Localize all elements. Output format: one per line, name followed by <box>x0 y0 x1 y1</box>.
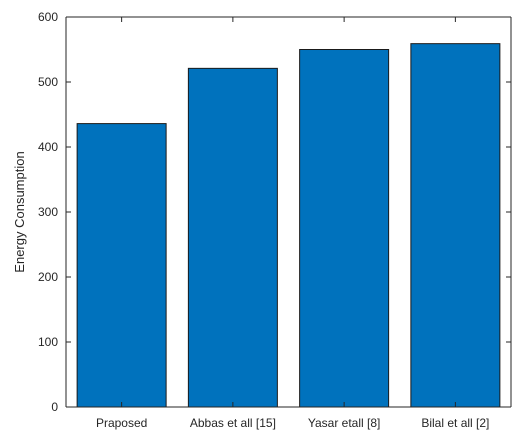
bar-1 <box>187 67 278 408</box>
x-tick-label-1: Abbas et all [15] <box>190 416 276 430</box>
y-tick-label-6: 600 <box>38 10 58 24</box>
y-axis-title: Energy Consumption <box>12 151 27 272</box>
y-tick-label-4: 400 <box>38 140 58 154</box>
bar-3 <box>410 43 501 408</box>
x-tick-label-3: Bilal et all [2] <box>421 416 489 430</box>
y-tick-label-5: 500 <box>38 75 58 89</box>
bars-layer <box>76 43 501 408</box>
y-tick-label-3: 300 <box>38 205 58 219</box>
axes-layer <box>65 16 512 408</box>
y-tick-label-0: 0 <box>51 400 58 414</box>
bar-2 <box>299 49 390 408</box>
x-tick-label-0: Praposed <box>96 416 147 430</box>
bar-0 <box>76 123 167 408</box>
x-tick-label-2: Yasar etall [8] <box>308 416 380 430</box>
labels-layer: 0 100 200 300 400 500 600 Praposed Abbas et all … <box>38 10 489 430</box>
y-tick-label-2: 200 <box>38 270 58 284</box>
y-tick-label-1: 100 <box>38 335 58 349</box>
